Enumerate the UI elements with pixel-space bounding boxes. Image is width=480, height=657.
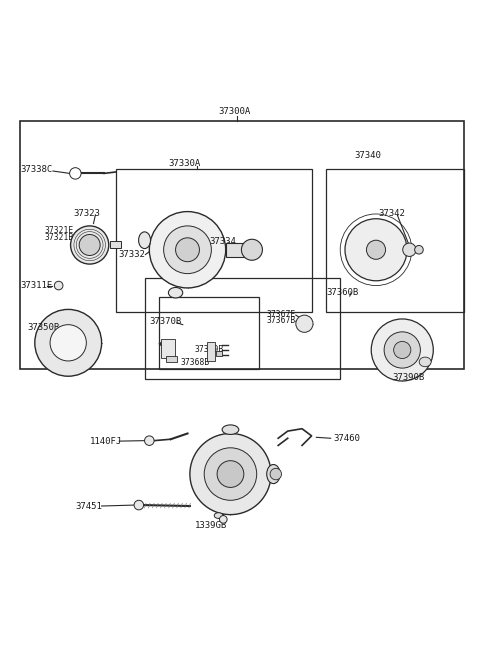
Circle shape (149, 212, 226, 288)
Bar (326, 169, 464, 312)
Bar (166, 356, 177, 362)
Circle shape (296, 315, 313, 332)
Bar (110, 241, 120, 248)
Text: 37360B: 37360B (326, 288, 358, 297)
Text: 37330A: 37330A (168, 160, 201, 168)
Text: 37342: 37342 (378, 208, 405, 217)
Text: 37368B: 37368B (180, 358, 210, 367)
Circle shape (50, 325, 86, 361)
Text: 37323: 37323 (73, 210, 100, 219)
Ellipse shape (168, 288, 183, 298)
Circle shape (384, 332, 420, 368)
Circle shape (79, 235, 100, 256)
Bar (21, 121, 464, 369)
Circle shape (217, 461, 244, 487)
Text: 37321E: 37321E (44, 226, 73, 235)
Text: 37369B: 37369B (195, 344, 224, 353)
Circle shape (54, 281, 63, 290)
Circle shape (134, 500, 144, 510)
Text: 37367E: 37367E (266, 309, 296, 319)
Circle shape (403, 243, 416, 256)
Text: 1140FJ: 1140FJ (90, 437, 122, 445)
Ellipse shape (139, 232, 151, 248)
Text: 37321B: 37321B (44, 233, 73, 242)
Ellipse shape (214, 512, 223, 518)
Text: 37370B: 37370B (149, 317, 181, 326)
Circle shape (190, 434, 271, 514)
Circle shape (204, 448, 257, 500)
Circle shape (270, 468, 281, 480)
Circle shape (144, 436, 154, 445)
Circle shape (219, 516, 227, 523)
Circle shape (366, 240, 385, 260)
Text: 37311E: 37311E (21, 281, 53, 290)
Circle shape (164, 226, 211, 273)
Circle shape (241, 239, 263, 260)
Bar (161, 339, 175, 358)
Text: 37367B: 37367B (266, 317, 296, 325)
Circle shape (415, 246, 423, 254)
Circle shape (71, 226, 109, 264)
Ellipse shape (419, 357, 431, 367)
Text: 1339GB: 1339GB (195, 520, 227, 530)
Text: 37460: 37460 (333, 434, 360, 443)
Ellipse shape (222, 425, 239, 434)
Text: 37390B: 37390B (393, 373, 425, 382)
Text: 37332: 37332 (118, 250, 145, 259)
Text: 37300A: 37300A (218, 107, 251, 116)
Circle shape (394, 342, 411, 359)
Text: 37350B: 37350B (28, 323, 60, 332)
Text: 37338C: 37338C (21, 165, 53, 174)
Text: 37334: 37334 (209, 237, 236, 246)
Bar (226, 242, 250, 257)
Text: 37340: 37340 (355, 151, 382, 160)
Bar (216, 351, 222, 356)
Circle shape (70, 168, 81, 179)
Bar (206, 342, 215, 361)
Circle shape (371, 319, 433, 381)
Circle shape (345, 219, 407, 281)
Circle shape (35, 309, 102, 376)
Bar (116, 169, 312, 312)
Bar (159, 298, 259, 369)
Text: 37451: 37451 (75, 501, 102, 510)
Bar (144, 279, 340, 378)
Circle shape (176, 238, 199, 261)
Ellipse shape (267, 464, 280, 484)
